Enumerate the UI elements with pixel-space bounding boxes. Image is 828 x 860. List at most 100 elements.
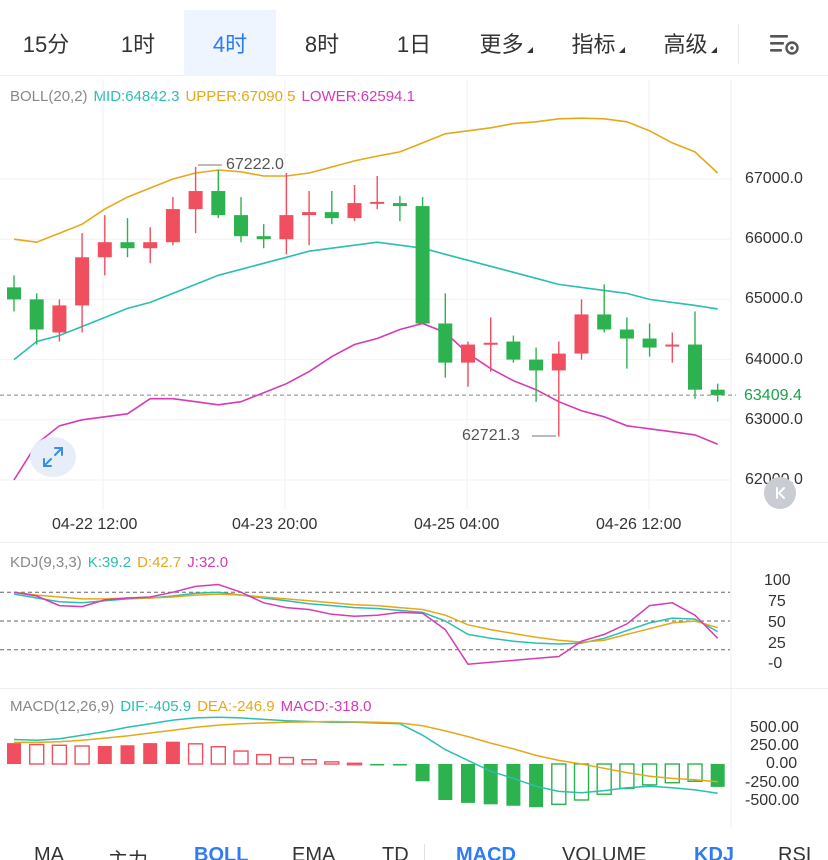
macd-histogram-bar: [324, 761, 340, 765]
indicator-tab-td[interactable]: TD: [382, 844, 409, 860]
macd-histogram-bar: [710, 764, 725, 787]
kdj-tick: 25: [768, 635, 786, 652]
macd-histogram-bar: [641, 763, 658, 786]
macd-histogram-bar: [687, 763, 703, 782]
candle-body: [642, 338, 657, 348]
macd-histogram-bar: [438, 764, 453, 800]
macd-value: MACD:-318.0: [280, 698, 372, 715]
boll-name: BOLL(20,2): [10, 88, 88, 105]
candle-body: [188, 191, 203, 210]
macd-histogram-bar: [210, 746, 227, 765]
tab-label: 1时: [120, 32, 156, 57]
tab-4h[interactable]: 4时: [184, 10, 276, 76]
tab-1d[interactable]: 1日: [368, 10, 460, 76]
macd-histogram-bar: [301, 758, 317, 765]
macd-histogram-bar: [187, 743, 204, 765]
candle-body: [665, 344, 680, 347]
macd-histogram-bar: [506, 764, 521, 806]
high-annotation: 67222.0: [226, 156, 284, 173]
macd-histogram-bar: [619, 763, 635, 790]
price-tick: 66000.0: [745, 230, 803, 247]
expand-icon[interactable]: [30, 437, 76, 477]
chart-settings-icon[interactable]: [768, 30, 800, 58]
tab-8h[interactable]: 8时: [276, 10, 368, 76]
macd-histogram-bar: [596, 763, 612, 795]
macd-histogram-bar: [29, 743, 45, 765]
candle-body: [461, 344, 475, 363]
macd-histogram-bar: [370, 764, 385, 766]
kdj-k: K:39.2: [87, 554, 132, 571]
candle-body: [75, 257, 90, 306]
tab-indicators[interactable]: 指标: [552, 10, 644, 76]
boll-legend: BOLL(20,2) MID:64842.3 UPPER:67090.5 LOWER:…: [10, 88, 421, 105]
tab-label: 4时: [212, 32, 248, 57]
macd-tick: 500.00: [750, 719, 799, 736]
time-tick: 04-22 12:00: [52, 516, 138, 533]
macd-dif: DIF:-405.9: [120, 698, 192, 715]
kdj-tick: -0: [768, 655, 783, 672]
kdj-tick: 75: [768, 593, 786, 610]
macd-histogram-bar: [483, 764, 498, 805]
macd-tick: -500.00: [745, 792, 800, 809]
candle-body: [619, 329, 634, 339]
tab-label: 高级: [663, 32, 708, 57]
macd-dea: DEA:-246.9: [197, 698, 275, 715]
macd-tick: -250.00: [745, 774, 800, 791]
candle-body: [529, 359, 544, 371]
boll-lower-line: [13, 322, 719, 481]
kdj-name: KDJ(9,3,3): [10, 554, 82, 571]
macd-histogram-bar: [74, 745, 90, 765]
collapse-icon[interactable]: [764, 477, 796, 509]
time-tick: 04-25 04:00: [414, 516, 500, 533]
macd-histogram-bar: [97, 746, 112, 764]
price-tick: 65000.0: [745, 290, 803, 307]
candle-body: [29, 299, 44, 330]
indicator-tab-kdj[interactable]: KDJ: [694, 844, 735, 860]
indicator-bar: MA 主力 BOLL EMA TD MACD VOLUME KDJ RSI: [0, 840, 828, 860]
kdj-d: D:42.7: [137, 554, 182, 571]
tab-label: 8时: [304, 32, 340, 57]
kdj-tick: 50: [768, 614, 786, 631]
macd-histogram-bar: [346, 762, 363, 766]
candle-body: [551, 353, 566, 371]
indicator-tab-ma[interactable]: MA: [34, 844, 64, 860]
candle-body: [574, 314, 589, 354]
tab-1h[interactable]: 1时: [92, 10, 184, 76]
indicator-divider: [424, 844, 425, 860]
macd-histogram-bar: [392, 764, 407, 766]
chart-canvas[interactable]: [0, 0, 828, 840]
low-annotation: 62721.3: [462, 427, 520, 444]
macd-histogram-bar: [120, 745, 135, 764]
macd-legend: MACD(12,26,9) DIF:-405.9 DEA:-246.9 MACD:-3…: [10, 698, 378, 715]
tab-more[interactable]: 更多: [460, 10, 552, 76]
macd-histogram-bar: [51, 744, 68, 765]
candle-body: [256, 236, 271, 240]
candle-body: [483, 342, 498, 345]
indicator-tab-macd[interactable]: MACD: [456, 844, 516, 860]
kdj-k-line: [13, 591, 719, 645]
indicator-tab-volume[interactable]: VOLUME: [562, 844, 647, 860]
indicator-tab-rsi[interactable]: RSI: [778, 844, 812, 860]
caret-icon: [618, 47, 625, 53]
caret-icon: [526, 47, 533, 53]
candle-body: [506, 341, 521, 360]
tab-15m[interactable]: 15分: [0, 10, 92, 76]
candle-body: [234, 215, 248, 237]
macd-histogram-bar: [551, 763, 567, 806]
macd-histogram-bar: [461, 764, 475, 803]
price-tick: 67000.0: [745, 170, 803, 187]
tab-advanced[interactable]: 高级: [644, 10, 736, 76]
caret-icon: [710, 47, 717, 53]
kdj-legend: KDJ(9,3,3) K:39.2 D:42.7 J:32.0: [10, 554, 234, 571]
macd-dea-line: [14, 720, 718, 783]
candle-body: [438, 323, 453, 363]
boll-mid: MID:64842.3: [93, 88, 180, 105]
candle-body: [392, 203, 407, 207]
indicator-tab-ema[interactable]: EMA: [292, 844, 336, 860]
candle-body: [347, 203, 362, 219]
indicator-tab-boll[interactable]: BOLL: [194, 844, 249, 860]
candle-body: [279, 215, 294, 240]
indicator-tab-main[interactable]: 主力: [108, 844, 148, 860]
candle-body: [415, 206, 430, 324]
